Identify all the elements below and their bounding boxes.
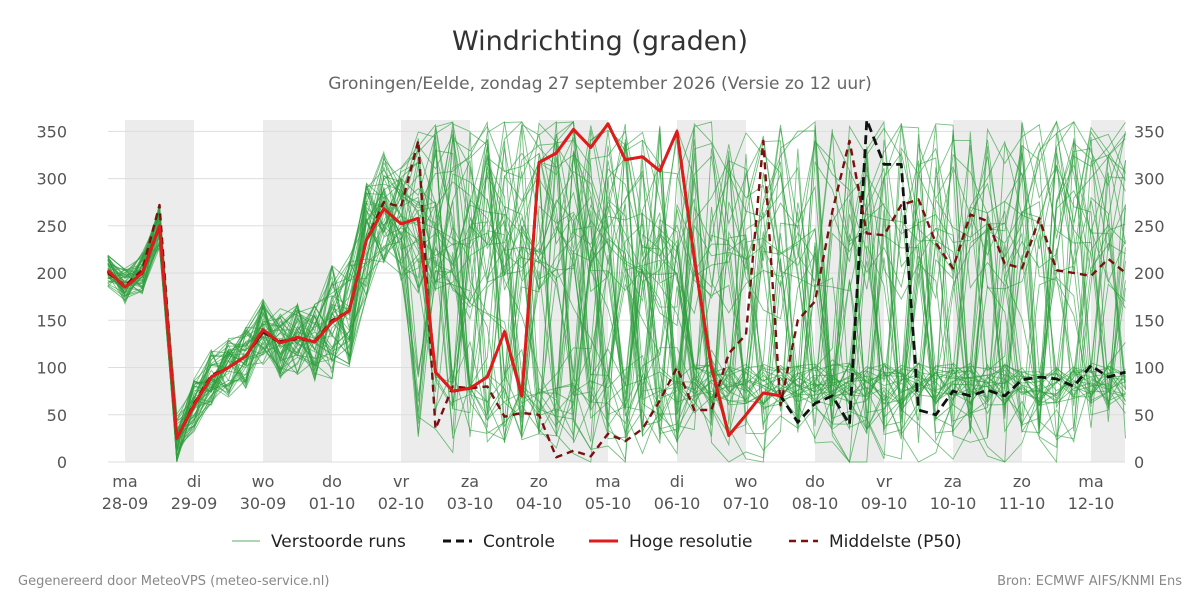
legend: Verstoorde runs Controle Hoge resolutie … [232,532,962,552]
main-lines [106,118,1127,459]
ensemble-member-line [107,129,1126,463]
x-tick-weekday-4: vr [393,472,409,491]
legend-median-label: Middelste (P50) [829,532,962,552]
x-tick-weekday-14: ma [1078,472,1103,491]
x-tick-date-11: 09-10 [861,494,908,513]
y-tick-right-300: 300 [1134,170,1165,189]
x-tick-weekday-13: zo [1013,472,1031,491]
legend-control-label: Controle [483,532,555,552]
ensemble-member-line [107,148,1126,435]
ensemble-member-line [107,191,1126,441]
footer-source: Bron: ECMWF AIFS/KNMI Ens [997,574,1182,589]
ensemble-member-line [107,121,1126,463]
ensemble-member-line [107,155,1126,460]
x-tick-weekday-12: za [944,472,962,491]
x-tick-date-9: 07-10 [723,494,770,513]
y-tick-right-350: 350 [1134,122,1165,141]
ensemble-member-line [107,128,1126,462]
x-tick-date-7: 05-10 [585,494,632,513]
y-tick-left-250: 250 [36,217,67,236]
y-tick-right-0: 0 [1134,453,1144,472]
ensemble-member-line [107,131,1126,435]
y-tick-right-100: 100 [1134,359,1165,378]
x-tick-weekday-2: wo [252,472,275,491]
y-axis-left: 0 50 100 150 200 250 300 350 [36,122,67,472]
footer-generator: Gegenereerd door MeteoVPS (meteo-service… [18,574,329,589]
x-tick-date-1: 29-09 [171,494,218,513]
x-tick-date-5: 03-10 [447,494,494,513]
legend-ensemble-label: Verstoorde runs [271,532,406,552]
x-tick-weekday-6: zo [530,472,548,491]
x-tick-date-0: 28-09 [102,494,149,513]
x-axis: ma 28-09 di 29-09 wo 30-09 do 01-10 vr 02-10 za 03-… [102,472,1115,513]
ensemble-member-line [107,139,1126,463]
y-tick-left-350: 350 [36,122,67,141]
day-shade-1 [263,120,332,462]
x-tick-weekday-1: di [187,472,202,491]
x-tick-weekday-8: di [670,472,685,491]
x-tick-date-10: 08-10 [792,494,839,513]
y-tick-right-50: 50 [1134,406,1154,425]
x-tick-date-14: 12-10 [1068,494,1115,513]
x-tick-date-6: 04-10 [516,494,563,513]
x-tick-date-12: 10-10 [930,494,977,513]
ensemble-member-line [107,122,1126,453]
x-tick-weekday-5: za [461,472,479,491]
legend-hires-label: Hoge resolutie [629,532,753,552]
hires-line [106,122,781,440]
y-tick-right-200: 200 [1134,264,1165,283]
chart-title: Windrichting (graden) [452,26,748,57]
median-line [107,139,1127,459]
ensemble-member-line [107,126,1126,463]
y-tick-left-300: 300 [36,170,67,189]
y-tick-right-150: 150 [1134,311,1165,330]
ensemble-member-line [107,150,1126,457]
x-tick-weekday-0: ma [112,472,137,491]
ensemble-member-line [107,123,1126,448]
y-tick-right-250: 250 [1134,217,1165,236]
ensemble-member-line [107,139,1126,442]
y-tick-left-0: 0 [57,453,67,472]
y-tick-left-50: 50 [47,406,67,425]
x-tick-date-2: 30-09 [240,494,287,513]
y-axis-right: 0 50 100 150 200 250 300 350 [1134,122,1165,472]
x-tick-weekday-3: do [322,472,342,491]
ensemble-lines [107,120,1126,464]
y-tick-left-200: 200 [36,264,67,283]
x-tick-weekday-9: wo [735,472,758,491]
x-tick-weekday-7: ma [595,472,620,491]
ensemble-member-line [107,121,1126,443]
ensemble-member-line [107,122,1126,442]
y-tick-left-150: 150 [36,311,67,330]
ensemble-member-line [107,131,1126,463]
x-tick-date-4: 02-10 [378,494,425,513]
chart-subtitle: Groningen/Eelde, zondag 27 september 202… [328,74,872,94]
y-tick-left-100: 100 [36,359,67,378]
ensemble-member-line [107,123,1126,461]
x-tick-date-13: 11-10 [999,494,1046,513]
ensemble-member-line [107,140,1126,450]
x-tick-date-8: 06-10 [654,494,701,513]
x-tick-weekday-10: do [805,472,825,491]
x-tick-date-3: 01-10 [309,494,356,513]
x-tick-weekday-11: vr [876,472,892,491]
ensemble-member-line [107,126,1126,437]
